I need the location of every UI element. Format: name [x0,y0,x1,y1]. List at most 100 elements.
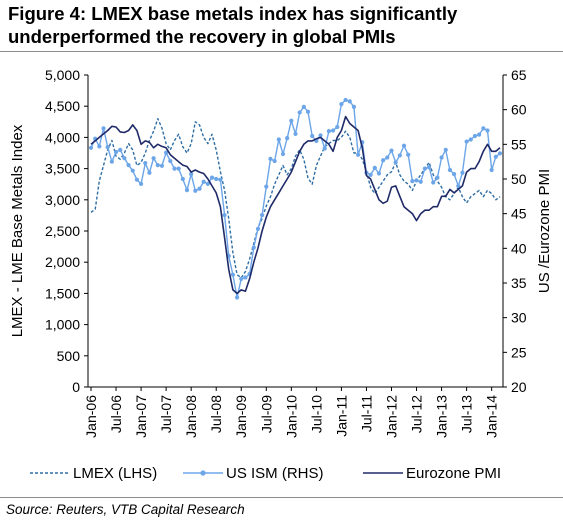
series-point-2 [289,118,294,123]
right-tick-label: 55 [511,136,527,152]
series-point-2 [88,145,94,150]
right-tick-label: 25 [511,344,527,360]
x-tick-label: Jan-12 [383,395,399,438]
series-point-2 [414,178,419,183]
series-point-2 [426,165,432,170]
x-tick-label: Jan-14 [484,395,500,438]
series-point-2 [218,177,223,182]
series-point-2 [172,166,177,171]
x-tick-label: Jul-11 [358,395,374,432]
series-line-2 [90,99,501,299]
legend-label-1: LMEX (LHS) [73,465,157,482]
series-point-2 [439,155,444,160]
series-point-2 [389,148,394,153]
series-point-2 [147,170,152,175]
series-point-2 [168,158,173,164]
series-point-2 [130,168,135,173]
legend-marker-2 [200,470,206,476]
x-tick-label: Jul-07 [158,395,174,433]
series-point-2 [339,102,344,107]
x-tick-label: Jul-08 [208,395,224,433]
series-point-2 [164,150,169,155]
series-point-2 [451,172,457,177]
series-point-2 [143,160,148,166]
x-tick-label: Jul-09 [258,395,274,433]
series-point-2 [239,276,244,281]
figure-title: Figure 4: LMEX base metals index has sig… [8,3,458,47]
series-point-2 [460,170,465,175]
series-point-2 [493,154,498,159]
series-point-2 [393,160,398,165]
series-point-2 [468,137,473,142]
series-point-2 [280,151,286,157]
series-point-2 [406,152,411,157]
x-tick-label: Jul-06 [108,395,124,433]
series-point-2 [330,128,336,133]
series-point-2 [477,132,482,137]
source-note: Source: Reuters, VTB Capital Research [6,502,245,517]
series-point-2 [126,163,131,168]
right-tick-label: 65 [511,67,527,83]
series-point-2 [397,153,402,158]
series-point-2 [285,135,290,141]
series-point-2 [297,110,302,115]
left-tick-label: 2,500 [45,223,80,239]
series-point-2 [184,187,190,193]
series-point-2 [431,180,436,185]
series-point-2 [118,147,123,152]
series-point-2 [138,181,144,186]
series-point-2 [209,175,215,180]
x-tick-label: Jul-12 [409,395,425,433]
series-point-2 [347,99,352,104]
series-point-2 [456,183,461,189]
series-point-2 [205,181,210,186]
series-point-2 [343,97,348,103]
series-point-2 [193,188,198,193]
series-point-2 [97,144,102,149]
chart: 0 500 1,000 1,500 2,000 2,500 3,000 3,500 4,000 4… [9,67,553,482]
axes [87,75,504,388]
series-point-2 [318,133,323,138]
series-point-2 [272,158,277,164]
series-point-2 [443,147,448,152]
series-point-2 [376,171,382,176]
series-layer [88,97,503,300]
series-point-2 [222,212,227,218]
series-point-2 [381,158,386,163]
right-tick-label: 45 [511,206,527,222]
series-point-2 [335,124,340,130]
series-point-2 [230,272,235,277]
source-divider [0,497,563,498]
series-point-2 [301,104,306,109]
x-tick-label: Jan-13 [434,395,450,438]
series-point-2 [368,172,373,177]
series-point-2 [255,226,261,232]
x-tick-label: Jan-11 [333,395,349,437]
right-tick-label: 40 [511,240,527,256]
series-point-2 [372,165,377,171]
series-point-2 [305,109,311,114]
left-tick-label: 1,500 [45,285,80,301]
series-point-2 [422,166,427,171]
x-axis-ticks: Jan-06 Jul-06 Jan-07 Jul-07 Jan-08 Jul-08 Jan-… [83,387,500,438]
right-tick-label: 30 [511,310,527,326]
series-point-2 [176,166,181,171]
series-point-2 [264,184,269,189]
legend: LMEX (LHS) US ISM (RHS) Eurozone PMI [30,465,501,482]
series-point-2 [260,212,265,218]
series-point-2 [351,104,357,109]
series-point-2 [113,149,119,155]
legend-label-2: US ISM (RHS) [226,465,324,482]
right-tick-label: 50 [511,171,527,187]
left-tick-label: 3,000 [45,192,80,208]
series-point-2 [109,159,114,164]
series-point-2 [276,137,281,142]
series-point-2 [122,156,127,161]
series-point-2 [401,143,407,148]
title-divider [0,51,563,52]
series-point-2 [159,163,165,168]
left-tick-label: 4,500 [45,98,80,114]
left-tick-label: 500 [57,348,81,364]
right-tick-label: 60 [511,102,527,118]
series-point-2 [485,128,490,133]
